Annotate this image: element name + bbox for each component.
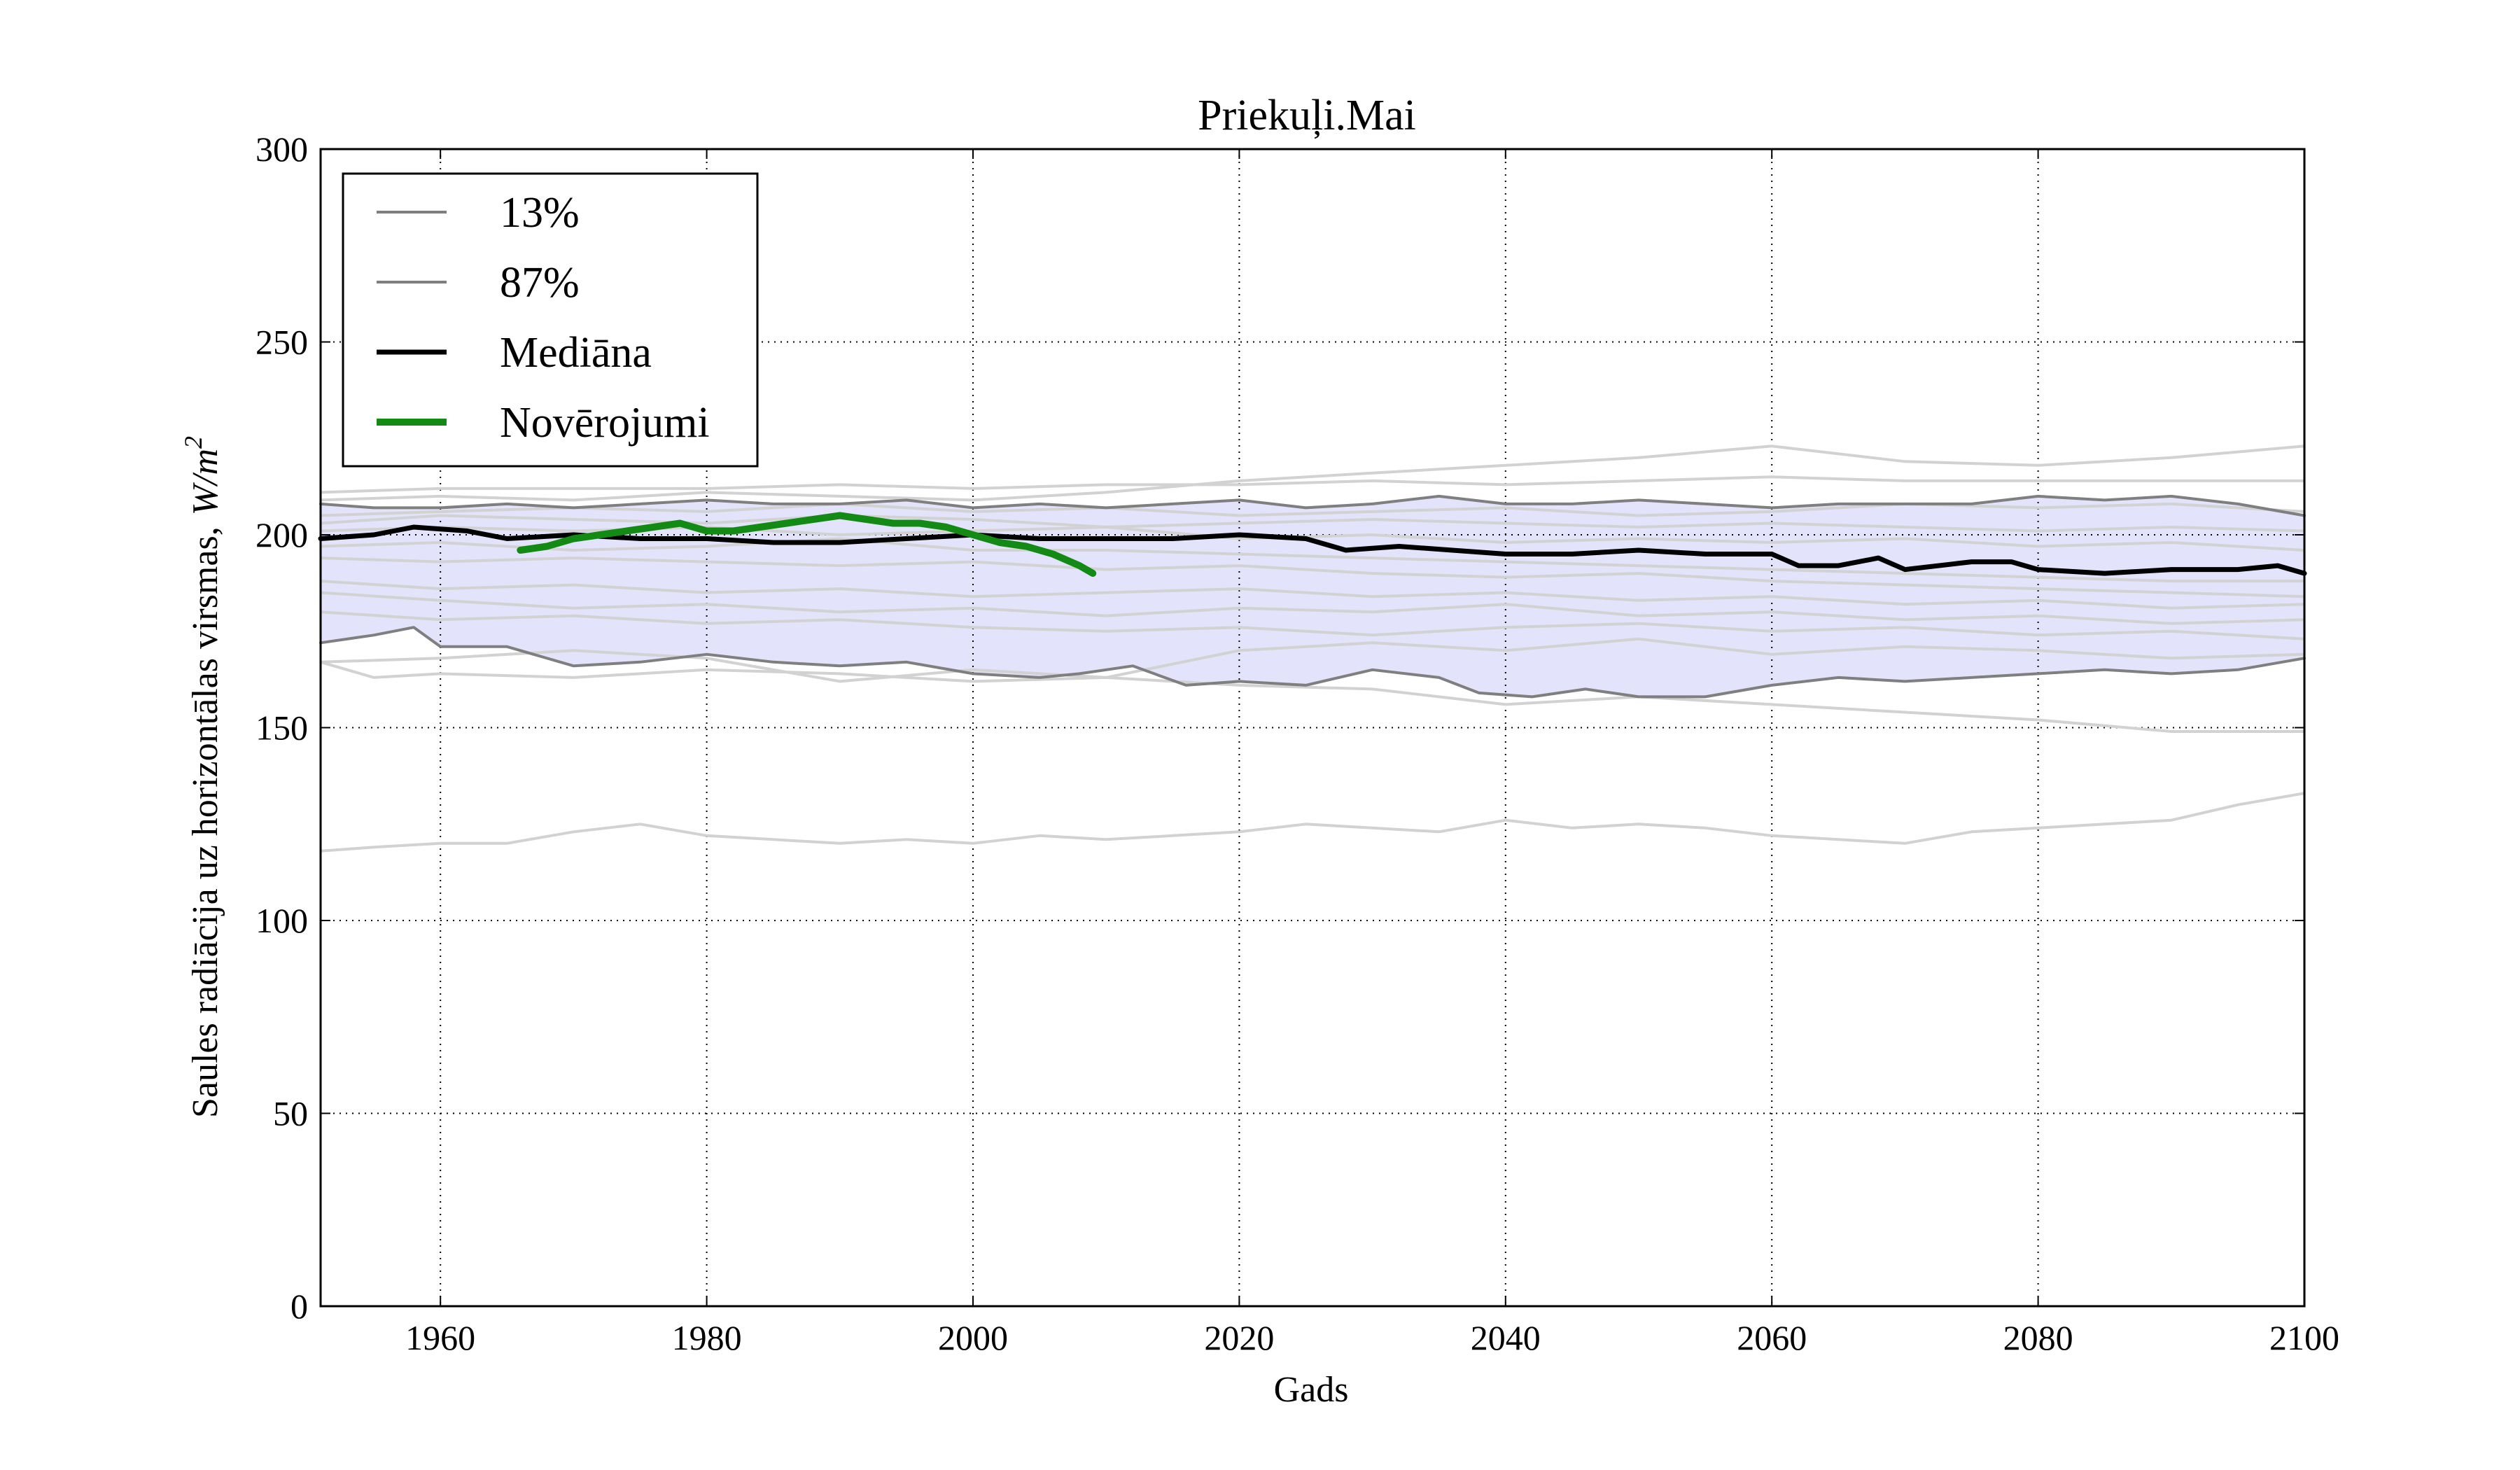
y-tick-label-0: 0 (290, 1287, 308, 1326)
y-tick-label-100: 100 (255, 901, 308, 940)
ensemble-line-ens6 (320, 537, 2304, 583)
percentile-band (321, 496, 2304, 697)
chart-title: Priekuļi.Mai (1198, 92, 1416, 139)
plot-area (318, 149, 2307, 1306)
ensemble-line-ens10 (320, 610, 2305, 640)
legend-box (342, 172, 759, 468)
y-tick-label-50: 50 (273, 1094, 308, 1133)
y-tick-label-200: 200 (255, 515, 308, 554)
legend-label-p87: 87% (500, 259, 580, 307)
axis-ticks: 1960 1980 2000 2020 2040 2060 2080 2100 0 50 100 15… (255, 130, 2339, 1357)
ensemble-line-ens7 (320, 556, 2305, 598)
x-tick-label-2100: 2100 (2269, 1318, 2339, 1357)
ensemble-line-ens11 (320, 649, 2304, 733)
x-tick-label-2020: 2020 (1204, 1318, 1274, 1357)
series-line-observations (517, 512, 1097, 578)
ensemble-line-ens8 (320, 580, 2305, 610)
y-tick-label-300: 300 (255, 130, 308, 169)
legend-label-observations: Novērojumi (500, 399, 710, 447)
main-series (318, 494, 2307, 699)
legend-label-p13: 13% (500, 189, 580, 237)
ensemble-line-ens9 (320, 591, 2305, 625)
y-axis-label-text: Saules radiācija uz horizontālas virsmas… (186, 526, 225, 1118)
ensemble-line-ens1 (320, 475, 2304, 494)
series-line-median (318, 524, 2307, 576)
legend: 13% 87% Mediāna Novērojumi (342, 172, 759, 468)
x-tick-label-2000: 2000 (938, 1318, 1008, 1357)
y-tick-label-150: 150 (255, 708, 308, 748)
x-tick-label-2080: 2080 (2003, 1318, 2073, 1357)
ensemble-line-ens3 (320, 502, 2305, 517)
series-line-p13 (319, 626, 2306, 699)
x-tick-label-1960: 1960 (405, 1318, 475, 1357)
ensemble-line-ens12 (320, 637, 2305, 683)
series-line-p87 (319, 494, 2306, 517)
grid-lines (321, 149, 2304, 1306)
ensemble-line-ens2 (320, 444, 2305, 502)
y-axis-unit: W/m (186, 449, 225, 515)
y-axis-unit-exponent: 2 (179, 436, 207, 449)
y-tick-label-250: 250 (255, 323, 308, 362)
ensemble-line-ens13 (320, 792, 2305, 853)
ensemble-line-ens4 (320, 514, 2305, 533)
x-tick-label-1980: 1980 (672, 1318, 742, 1357)
x-axis-label: Gads (1274, 1370, 1349, 1410)
legend-label-median: Mediāna (500, 329, 652, 377)
x-tick-label-2060: 2060 (1737, 1318, 1807, 1357)
y-axis-label: Saules radiācija uz horizontālas virsmas… (179, 436, 225, 1118)
x-tick-label-2040: 2040 (1471, 1318, 1541, 1357)
